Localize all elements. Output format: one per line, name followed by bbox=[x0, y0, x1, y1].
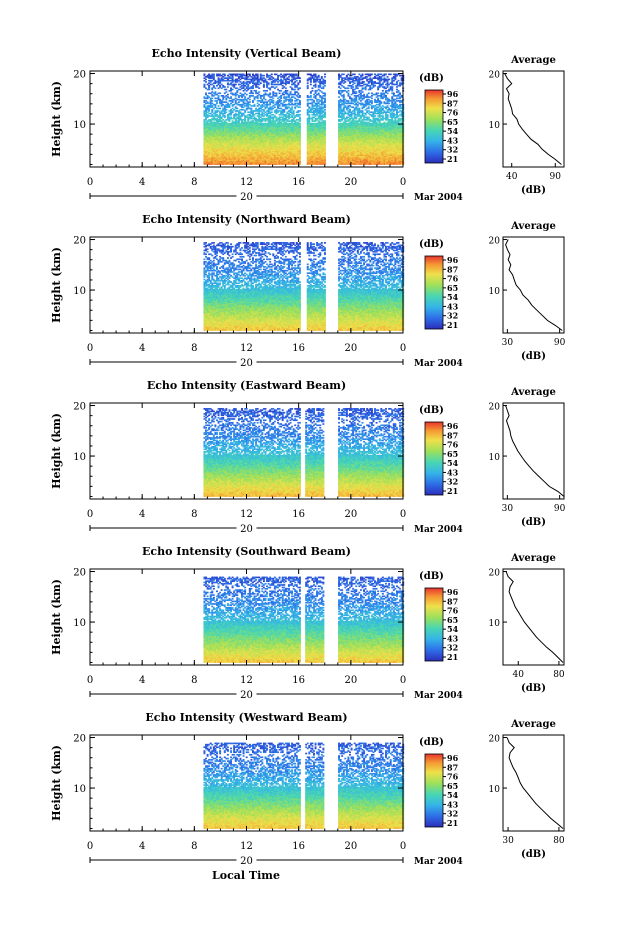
heatmap-cells bbox=[203, 74, 404, 165]
heatmap-cell bbox=[291, 106, 293, 108]
heatmap-cell bbox=[232, 108, 234, 110]
heatmap-cell bbox=[362, 103, 364, 105]
heatmap-cell bbox=[382, 115, 384, 117]
heatmap-cell bbox=[349, 105, 351, 107]
heatmap-cell bbox=[362, 110, 364, 112]
heatmap-cell bbox=[271, 111, 273, 113]
heatmap-cell bbox=[324, 120, 326, 122]
heatmap-cell bbox=[235, 106, 237, 108]
heatmap-cell bbox=[254, 104, 256, 106]
heatmap-cell bbox=[280, 108, 282, 110]
panels-container: Echo Intensity (Vertical Beam)2010Height… bbox=[50, 47, 566, 867]
heatmap-cell bbox=[230, 116, 232, 118]
heatmap-cell bbox=[257, 103, 259, 105]
heatmap-cell bbox=[352, 106, 354, 108]
heatmap-cell bbox=[288, 106, 290, 108]
heatmap-cell bbox=[299, 106, 301, 108]
heatmap-cell bbox=[219, 108, 221, 110]
heatmap-cell bbox=[243, 109, 245, 111]
heatmap-cell bbox=[368, 116, 370, 118]
heatmap-cell bbox=[383, 122, 385, 124]
heatmap-cell bbox=[235, 113, 237, 115]
heatmap-cell bbox=[358, 108, 360, 110]
heatmap-cell bbox=[218, 105, 220, 107]
heatmap-cell bbox=[272, 114, 274, 116]
heatmap-cell bbox=[250, 108, 252, 110]
heatmap-cell bbox=[382, 105, 384, 107]
heatmap-cell bbox=[299, 114, 301, 116]
heatmap-cell bbox=[232, 120, 234, 122]
panel-1: Echo Intensity (Vertical Beam)2010Height… bbox=[50, 47, 564, 203]
heatmap-cell bbox=[299, 110, 301, 112]
heatmap-cell bbox=[218, 110, 220, 112]
heatmap-cell bbox=[255, 108, 257, 110]
panel-title: Echo Intensity (Vertical Beam) bbox=[151, 47, 341, 60]
echo-intensity-figure: Echo Intensity (Vertical Beam)2010Height… bbox=[0, 0, 617, 929]
heatmap-cell bbox=[368, 110, 370, 112]
heatmap-cell bbox=[368, 106, 370, 108]
heatmap-cell bbox=[387, 105, 389, 107]
